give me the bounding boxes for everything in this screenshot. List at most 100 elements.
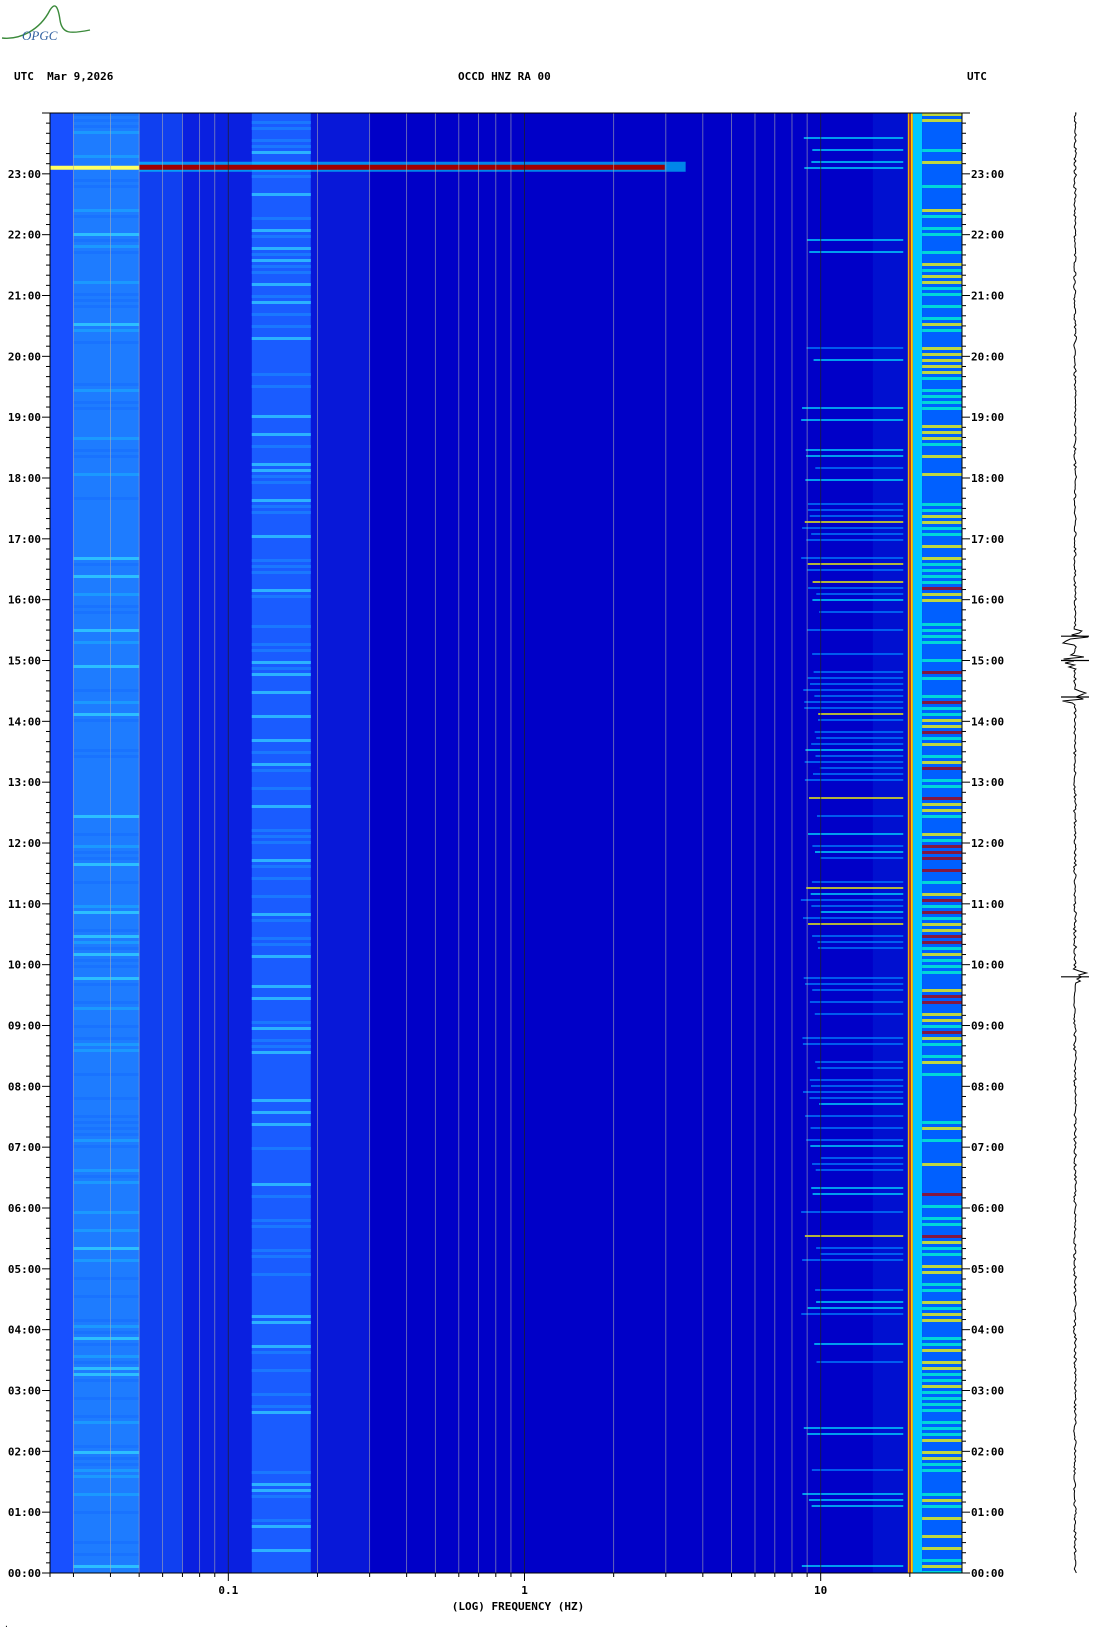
spectral-band [310, 113, 370, 1573]
texture-row [73, 1211, 140, 1214]
texture-row [73, 407, 140, 410]
texture-row [73, 1463, 140, 1466]
texture-row [922, 1559, 962, 1562]
texture-row [251, 937, 311, 940]
texture-row [251, 499, 311, 502]
texture-row [922, 329, 962, 332]
texture-row [922, 209, 962, 212]
texture-row [73, 563, 140, 566]
texture-row [922, 695, 962, 698]
texture-row [922, 527, 962, 530]
texture-row [251, 559, 311, 562]
texture-row [922, 1505, 962, 1508]
texture-row [922, 1385, 962, 1388]
y-tick-label-right: 09:00 [971, 1020, 1004, 1033]
texture-row [73, 959, 140, 962]
texture-row [922, 713, 962, 716]
y-tick-label-right: 14:00 [971, 715, 1004, 728]
spectral-band [922, 113, 962, 1573]
texture-row [251, 667, 311, 670]
y-tick-label-right: 20:00 [971, 350, 1004, 363]
texture-row [251, 313, 311, 316]
texture-row [251, 253, 311, 256]
texture-row [251, 295, 311, 298]
texture-row [922, 119, 962, 122]
texture-row [922, 1571, 962, 1573]
texture-row [73, 1565, 140, 1568]
y-tick-label-right: 17:00 [971, 533, 1004, 546]
texture-row [73, 611, 140, 614]
texture-row [922, 149, 962, 152]
texture-row [922, 563, 962, 566]
texture-row [922, 353, 962, 356]
texture-row [809, 515, 904, 517]
texture-row [922, 1271, 962, 1274]
texture-row [922, 347, 962, 350]
texture-row [251, 673, 311, 676]
texture-row [73, 749, 140, 752]
texture-row [251, 661, 311, 664]
texture-row [922, 377, 962, 380]
texture-row [73, 281, 140, 284]
texture-row [922, 581, 962, 584]
texture-row [922, 881, 962, 884]
texture-row [251, 469, 311, 472]
texture-row [922, 851, 962, 854]
texture-row [73, 689, 140, 692]
texture-row [922, 797, 962, 800]
texture-row [922, 275, 962, 278]
texture-row [73, 239, 140, 242]
texture-row [805, 749, 904, 751]
y-tick-label-left: 22:00 [8, 229, 41, 242]
x-tick-label: 1 [521, 1584, 528, 1597]
texture-row [813, 671, 904, 673]
texture-row [922, 437, 962, 440]
texture-row [812, 773, 904, 775]
texture-row [922, 317, 962, 320]
texture-row [251, 1393, 311, 1396]
texture-row [73, 1415, 140, 1418]
texture-row [922, 1235, 962, 1238]
texture-row [922, 1019, 962, 1022]
texture-row [73, 941, 140, 944]
texture-row [805, 449, 904, 451]
texture-row [251, 1495, 311, 1498]
texture-row [251, 1519, 311, 1522]
texture-row [922, 359, 962, 362]
texture-row [73, 1259, 140, 1262]
texture-row [922, 293, 962, 296]
texture-row [812, 149, 904, 151]
texture-row [922, 779, 962, 782]
texture-row [922, 935, 962, 938]
texture-row [922, 1253, 962, 1256]
texture-row [815, 1289, 904, 1291]
texture-row [73, 863, 140, 866]
texture-row [251, 1321, 311, 1324]
texture-row [922, 923, 962, 926]
texture-row [922, 1241, 962, 1244]
texture-row [922, 659, 962, 662]
texture-row [922, 719, 962, 722]
texture-row [808, 1499, 904, 1501]
texture-row [251, 121, 311, 124]
texture-row [73, 575, 140, 578]
texture-row [251, 835, 311, 838]
texture-row [251, 877, 311, 880]
texture-row [819, 611, 904, 613]
texture-row [251, 193, 311, 196]
texture-row [922, 305, 962, 308]
y-tick-label-left: 09:00 [8, 1020, 41, 1033]
texture-row [811, 881, 904, 883]
texture-row [73, 1343, 140, 1346]
texture-row [922, 521, 962, 524]
y-tick-label-right: 21:00 [971, 290, 1004, 303]
texture-row [251, 1111, 311, 1114]
texture-row [251, 1027, 311, 1030]
y-tick-label-right: 11:00 [971, 898, 1004, 911]
texture-row [922, 425, 962, 428]
opgc-logo: OPGC [1, 5, 91, 43]
texture-row [73, 389, 140, 392]
texture-row [922, 809, 962, 812]
logo-text: OPGC [22, 28, 58, 43]
y-tick-label-right: 02:00 [971, 1445, 1004, 1458]
